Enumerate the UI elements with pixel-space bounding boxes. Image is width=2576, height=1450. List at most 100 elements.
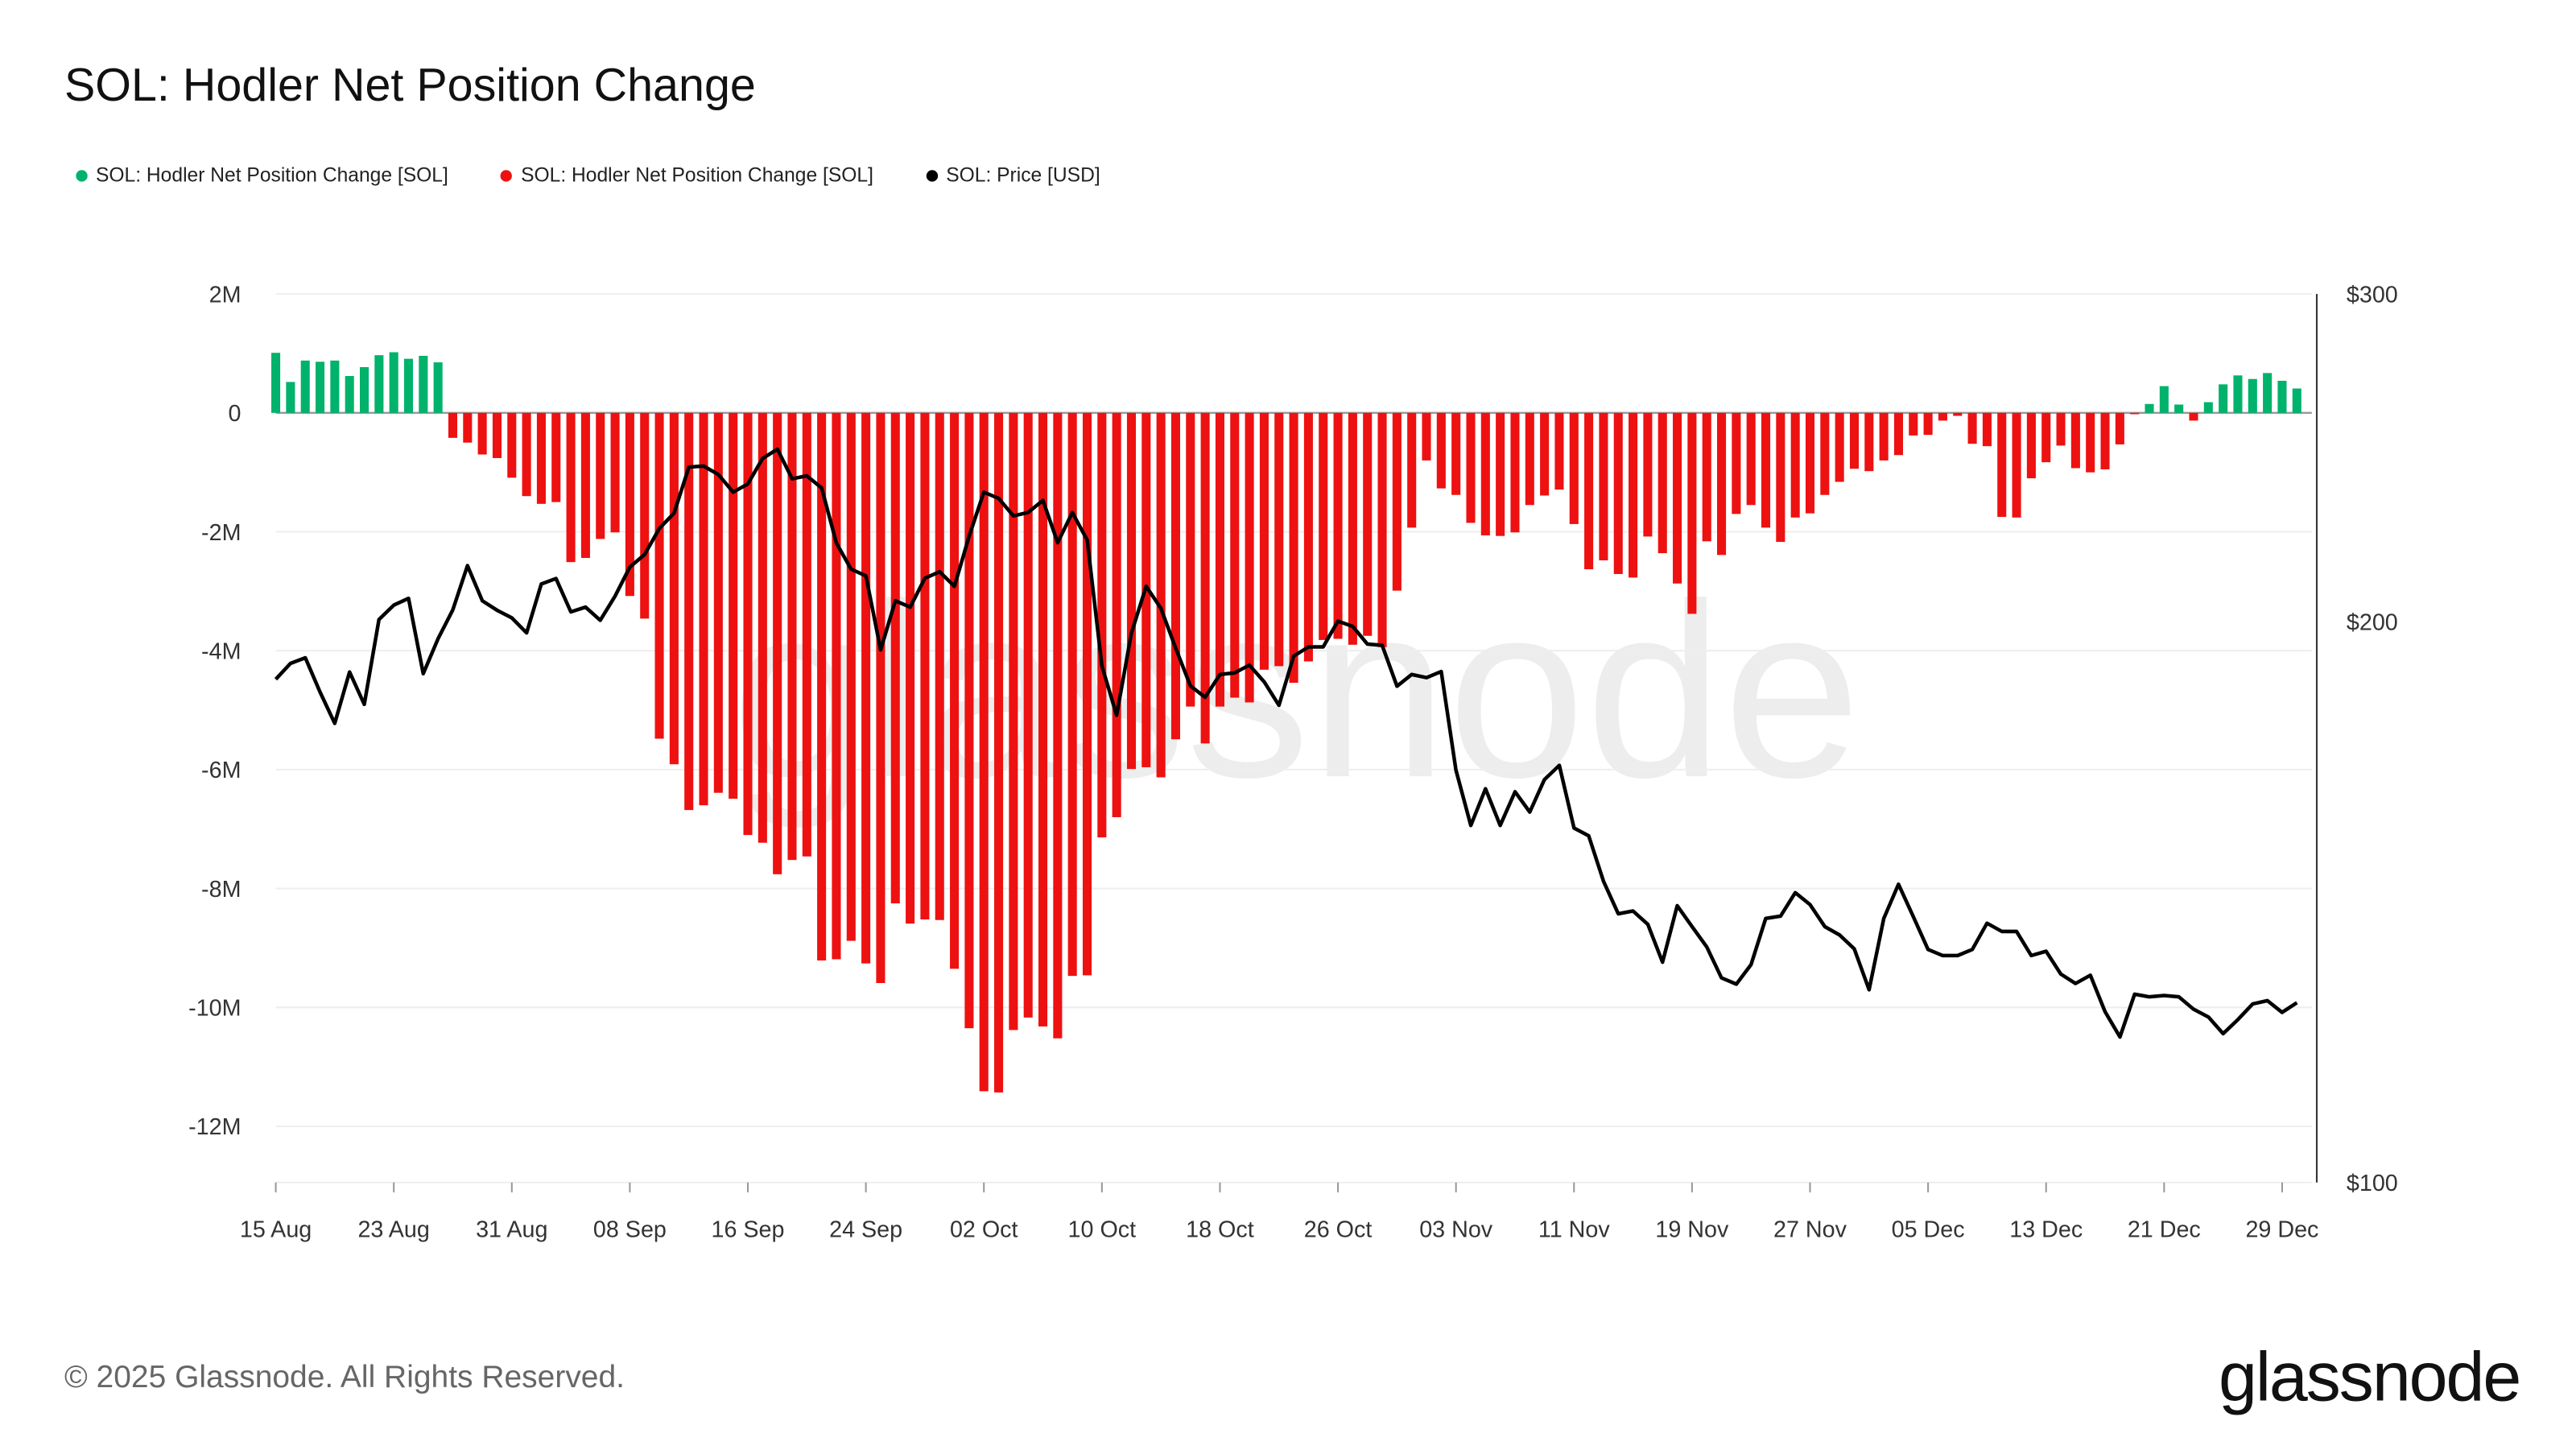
net-position-bar — [625, 412, 634, 597]
net-position-bar — [566, 412, 576, 563]
net-position-bar — [2056, 412, 2066, 446]
net-position-bar — [1319, 412, 1328, 640]
net-position-bar — [1422, 412, 1431, 461]
net-position-bar — [920, 412, 930, 919]
net-position-bar — [610, 412, 620, 533]
net-position-bar — [1732, 412, 1741, 514]
net-position-bar — [2041, 412, 2051, 463]
net-position-bar — [802, 412, 811, 857]
y-left-tick-label: -4M — [201, 638, 241, 664]
net-position-bar — [669, 412, 679, 765]
y-right-tick-label: $300 — [2347, 282, 2398, 308]
net-position-bar — [2159, 386, 2169, 413]
net-position-bar — [2174, 404, 2184, 413]
net-position-bar — [2100, 412, 2110, 469]
x-tick-label: 15 Aug — [240, 1217, 312, 1242]
net-position-bar — [2026, 412, 2036, 479]
net-position-bar — [684, 412, 694, 811]
net-position-bar — [1363, 412, 1373, 636]
x-tick-label: 08 Sep — [593, 1217, 667, 1242]
net-position-bar — [979, 412, 989, 1092]
net-position-bar — [1864, 412, 1874, 472]
net-position-bar — [994, 412, 1004, 1093]
net-position-bar — [787, 412, 797, 861]
y-left-tick-label: -6M — [201, 758, 241, 783]
net-position-bar — [1392, 412, 1402, 591]
copyright-footer: © 2025 Glassnode. All Rights Reserved. — [64, 1361, 625, 1396]
net-position-bar — [2219, 384, 2228, 413]
net-position-bar — [2203, 402, 2213, 413]
net-position-bar — [1466, 412, 1476, 523]
net-position-bar — [1170, 412, 1181, 740]
net-position-bar — [1554, 412, 1564, 490]
net-position-bar — [743, 412, 753, 836]
x-tick-label: 24 Sep — [829, 1217, 902, 1242]
net-position-bar — [1967, 412, 1977, 444]
x-tick-label: 31 Aug — [476, 1217, 547, 1242]
net-position-bar — [1496, 412, 1505, 536]
net-position-bar — [1835, 412, 1844, 482]
net-position-bar — [713, 412, 723, 793]
net-position-bar — [2115, 412, 2124, 444]
net-position-bar — [876, 412, 886, 984]
net-position-bar — [1643, 412, 1653, 537]
net-position-bar — [640, 412, 650, 619]
net-position-bar — [1200, 412, 1210, 744]
net-position-bar — [1510, 412, 1520, 533]
net-position-bar — [1761, 412, 1771, 528]
net-position-bar — [935, 412, 944, 920]
net-position-bar — [950, 412, 960, 969]
x-tick-label: 11 Nov — [1538, 1217, 1610, 1242]
net-position-bar — [1451, 412, 1461, 495]
x-tick-label: 05 Dec — [1892, 1217, 1965, 1242]
net-position-bar — [654, 412, 664, 739]
net-position-bar — [1923, 412, 1933, 436]
legend: SOL: Hodler Net Position Change [SOL] SO… — [76, 163, 1100, 187]
y-left-tick-label: -8M — [201, 877, 241, 903]
x-tick-label: 13 Dec — [2009, 1217, 2083, 1242]
net-position-bar — [1112, 412, 1121, 817]
net-position-bar — [1746, 412, 1756, 506]
net-position-bar — [1629, 412, 1638, 578]
net-position-bar — [1215, 412, 1224, 707]
net-position-bar — [1717, 412, 1727, 556]
net-position-bar — [1230, 412, 1240, 698]
net-position-bar — [906, 412, 915, 924]
axis-ticks: 2M 0 -2M -4M -6M -8M -10M -12M $300 $200 $100 15 Au… — [188, 282, 2398, 1242]
net-position-bar — [2130, 412, 2140, 415]
net-position-bar — [1303, 412, 1313, 662]
net-position-bar — [492, 412, 502, 458]
price-line — [274, 447, 2298, 1039]
net-position-bar — [580, 412, 590, 559]
legend-item-outflow[interactable]: SOL: Hodler Net Position Change [SOL] — [501, 163, 873, 187]
net-position-bar — [1436, 412, 1446, 489]
net-position-bar — [846, 412, 856, 941]
net-position-bar — [1953, 412, 1963, 416]
net-position-bar — [1569, 412, 1579, 524]
legend-dot-icon — [76, 169, 88, 181]
net-position-bar — [1805, 412, 1815, 514]
net-position-bar — [1540, 412, 1550, 496]
net-position-bar — [359, 366, 369, 413]
legend-item-price[interactable]: SOL: Price [USD] — [926, 163, 1100, 187]
x-tick-label: 29 Dec — [2245, 1217, 2318, 1242]
net-position-bar — [1333, 412, 1343, 639]
y-left-tick-label: -2M — [201, 520, 241, 546]
net-position-bar — [1038, 412, 1048, 1027]
net-position-bar — [1849, 412, 1860, 469]
net-position-bar — [596, 412, 605, 539]
net-position-bar — [1613, 412, 1623, 574]
net-position-bar — [1377, 412, 1387, 647]
net-position-bar — [345, 376, 354, 413]
net-position-bar — [463, 412, 473, 443]
net-position-bar — [1879, 412, 1889, 461]
legend-item-inflow[interactable]: SOL: Hodler Net Position Change [SOL] — [76, 163, 448, 187]
bars — [271, 352, 2301, 1093]
net-position-bar — [1480, 412, 1490, 535]
net-position-bar — [817, 412, 827, 960]
net-position-bar — [2145, 403, 2154, 413]
net-position-bar — [964, 412, 974, 1029]
net-position-bar — [1097, 412, 1107, 838]
net-position-bar — [419, 355, 428, 413]
